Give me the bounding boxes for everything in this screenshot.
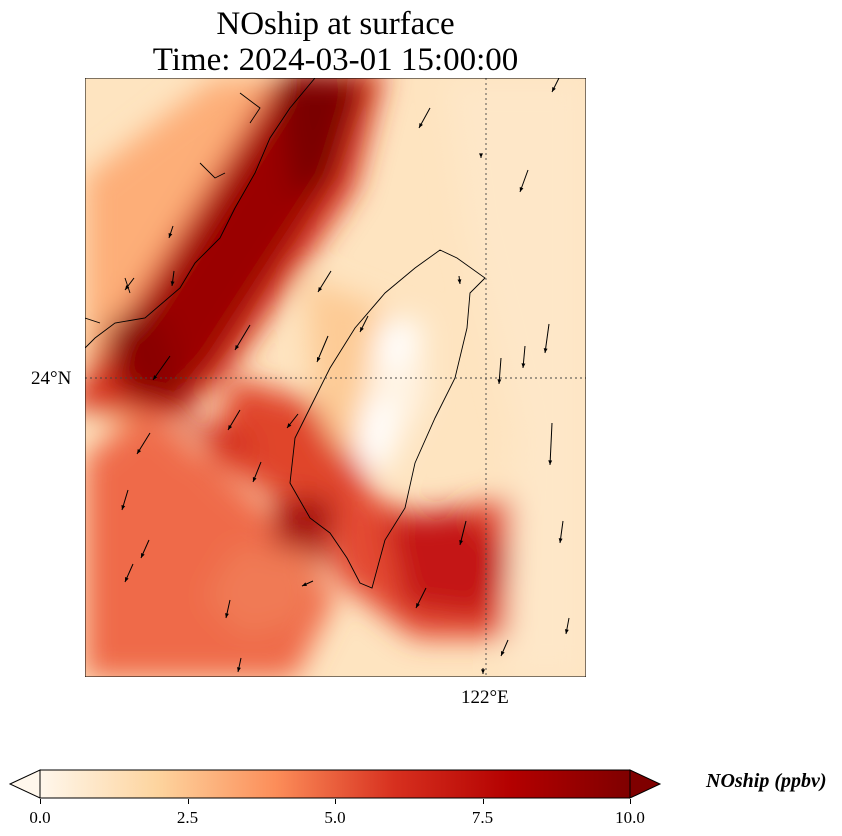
map-panel	[85, 78, 586, 677]
taiwan-coastline	[289, 249, 486, 589]
wind-arrow	[544, 323, 550, 354]
wind-arrow-head	[228, 425, 233, 430]
wind-arrow-head	[237, 667, 241, 672]
concentration-field	[85, 78, 586, 677]
wind-arrow-head	[521, 363, 526, 368]
wind-arrow-head	[141, 553, 145, 558]
colorbar-tick-mark	[335, 799, 336, 804]
lon-tick-label: 122°E	[461, 687, 509, 708]
wind-arrow-head	[416, 603, 420, 608]
colorbar-min-extend	[8, 769, 41, 799]
wind-arrow-head	[318, 287, 323, 292]
wind-arrow-head	[419, 123, 423, 128]
colorbar-tick-mark	[482, 799, 484, 804]
wind-arrow-head	[125, 285, 130, 290]
lat-tick-label: 24°N	[31, 368, 72, 389]
wind-arrow-head	[235, 345, 240, 350]
plot-title-line1: NOship at surface	[216, 6, 455, 42]
wind-arrow	[549, 422, 553, 466]
colorbar-tick-mark	[630, 799, 631, 804]
wind-arrow-head	[481, 669, 485, 674]
colorbar-max-extend	[629, 769, 662, 799]
wind-arrow-head	[153, 375, 158, 380]
wind-arrow-head	[564, 629, 569, 634]
colorbar-tick-label: 5.0	[324, 808, 346, 827]
colorbar-gradient	[39, 769, 631, 799]
gridlines	[85, 78, 586, 677]
colorbar-tick-label: 2.5	[176, 808, 199, 827]
wind-arrow-head	[287, 423, 292, 428]
wind-arrow-head	[519, 187, 524, 192]
wind-arrow	[316, 335, 329, 363]
wind-arrow-head	[552, 87, 556, 92]
colorbar-label: NOship (ppbv)	[706, 770, 827, 792]
wind-arrow-head	[479, 153, 483, 158]
colorbar-tick-label: 7.5	[471, 808, 494, 827]
wind-arrow-head	[360, 327, 364, 332]
colorbar-tick-label: 0.0	[29, 808, 51, 827]
wind-arrow-head	[252, 477, 257, 482]
wind-arrow-head	[125, 577, 129, 582]
wind-arrow	[234, 324, 251, 351]
plot-title-line2: Time: 2024-03-01 15:00:00	[152, 42, 519, 78]
wind-arrow-head	[457, 279, 462, 284]
wind-arrow-head	[497, 379, 502, 384]
wind-arrow-head	[548, 460, 553, 465]
colorbar-tick-mark	[187, 799, 189, 804]
wind-arrow-head	[558, 538, 563, 543]
wind-arrow-head	[302, 582, 307, 586]
wind-arrow-head	[543, 348, 548, 353]
wind-arrow-head	[121, 505, 126, 510]
china-coastline	[85, 78, 316, 349]
wind-arrow	[152, 355, 171, 381]
wind-arrow-head	[168, 233, 173, 238]
colorbar-tick-mark	[40, 799, 41, 804]
wind-arrow-head	[225, 613, 229, 618]
wind-arrow-head	[170, 281, 175, 286]
wind-arrow-head	[317, 357, 321, 362]
wind-arrow-head	[501, 651, 505, 656]
wind-arrow-head	[459, 540, 464, 545]
wind-arrow-head	[137, 449, 142, 454]
colorbar-tick-label: 10.0	[615, 808, 645, 827]
wind-vectors	[121, 78, 570, 674]
colorbar	[8, 769, 662, 799]
